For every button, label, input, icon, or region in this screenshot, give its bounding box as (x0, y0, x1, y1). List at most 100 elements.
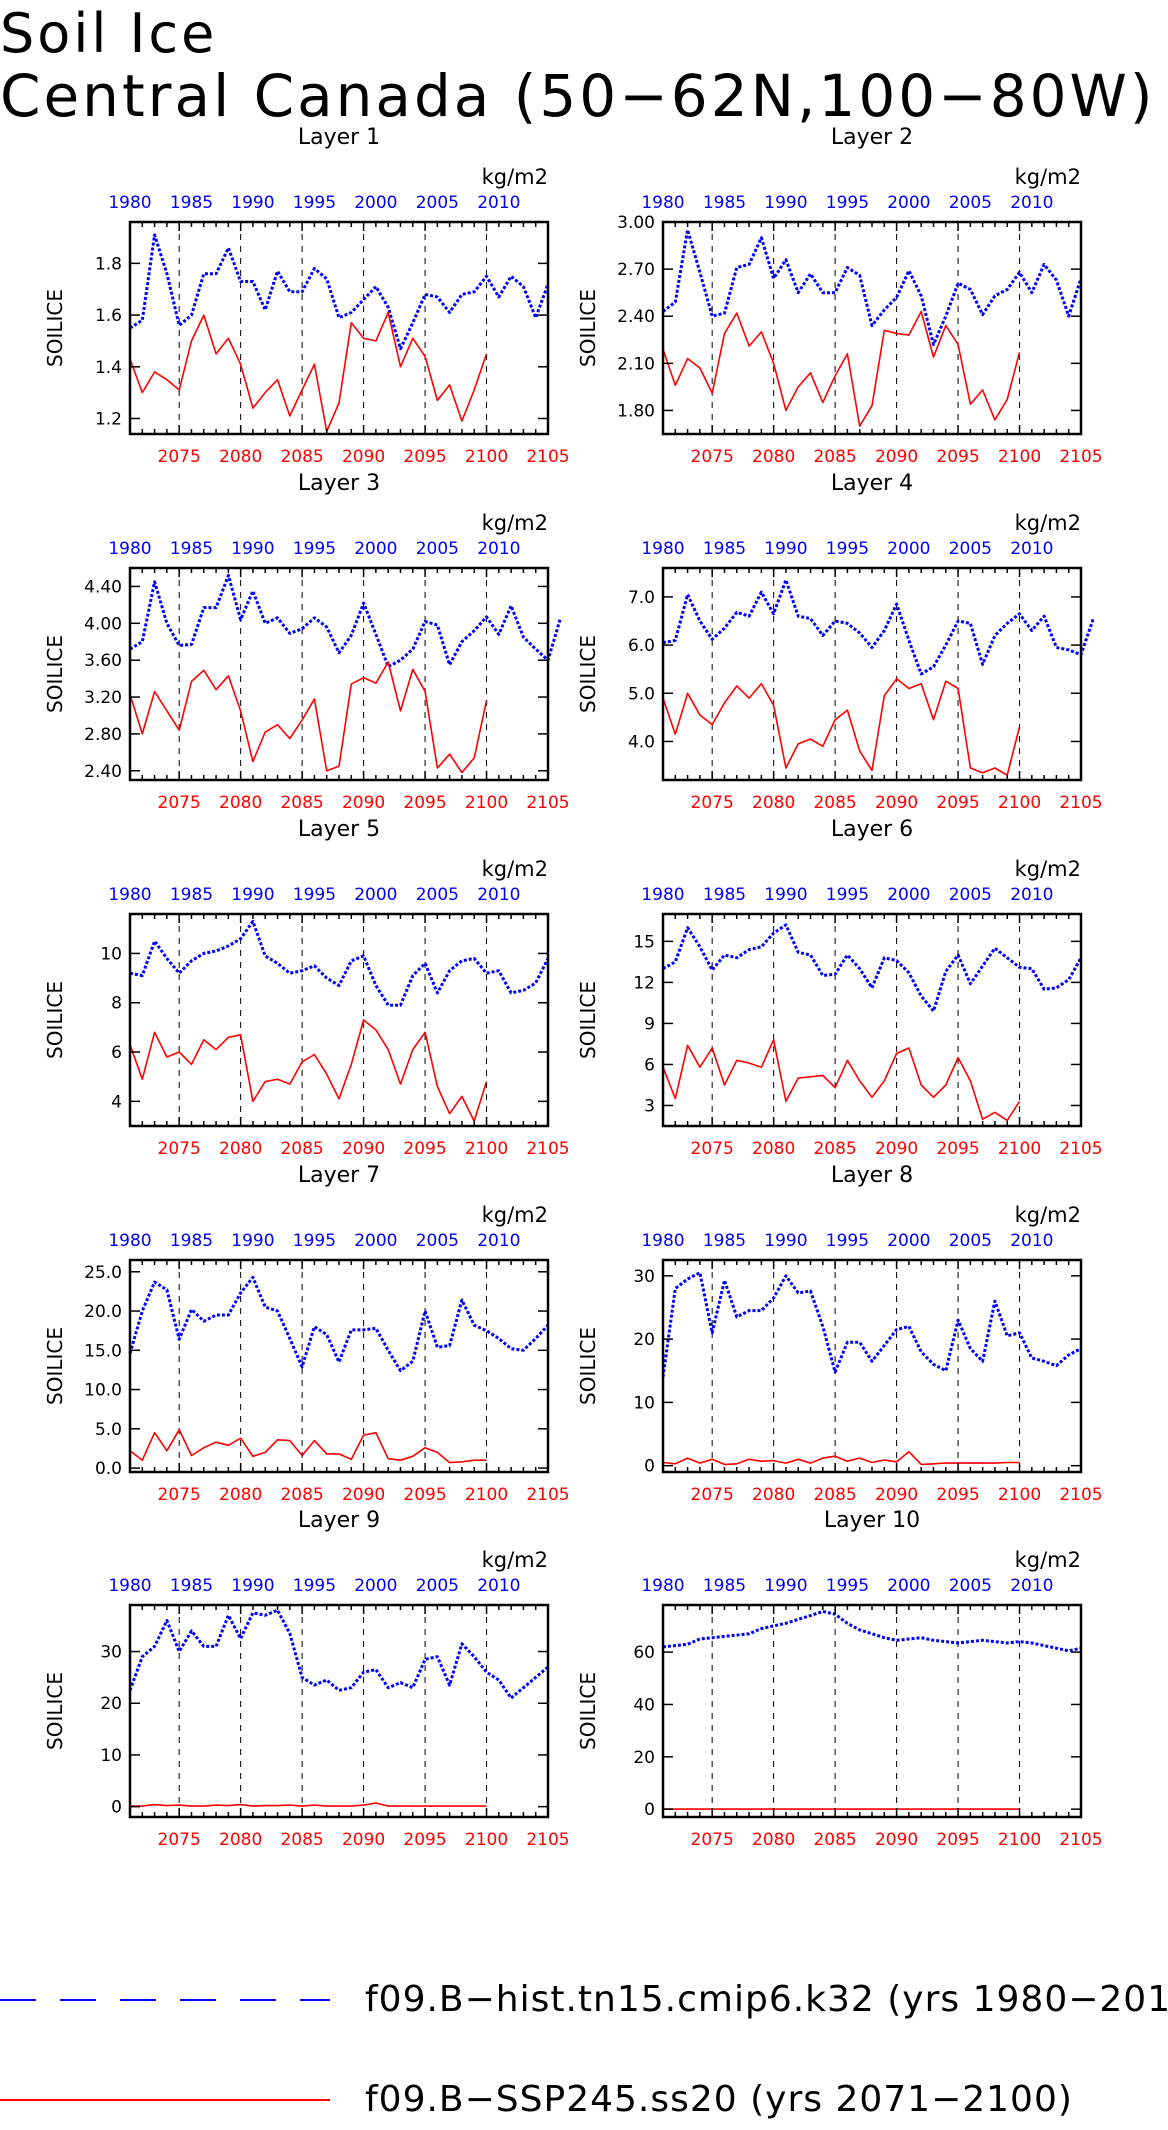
series-line-ssp (129, 661, 488, 774)
x-bottom-tick-label: 2075 (158, 793, 201, 813)
x-bottom-tick-label: 2095 (936, 1830, 979, 1850)
series-line-ssp (129, 311, 488, 433)
x-bottom-tick-label: 2105 (526, 1485, 569, 1505)
x-bottom-tick-label: 2080 (219, 1139, 262, 1159)
chart-panel: Layer 2 kg/m2 2075 2080 2085 2090 2095 2100 2105… (576, 125, 1103, 467)
x-top-tick-label: 1980 (108, 193, 151, 213)
series-line-hist (661, 1271, 1082, 1378)
plot-frame (128, 912, 550, 1128)
x-bottom-tick-label: 2075 (691, 793, 734, 813)
x-bottom-tick-label: 2105 (1059, 1485, 1102, 1505)
legend-label-hist: f09.B−hist.tn15.cmip6.k32 (yrs 1980−2014… (365, 1979, 1168, 2020)
plot-frame (661, 566, 1083, 782)
x-bottom-tick-label: 2095 (936, 447, 979, 467)
x-bottom-tick-label: 2095 (403, 1485, 446, 1505)
x-bottom-tick-label: 2100 (465, 1830, 508, 1850)
x-top-tick-label: 2000 (887, 885, 930, 905)
x-top-tick-label: 1995 (826, 1231, 869, 1251)
y-tick-label: 20 (633, 1330, 655, 1350)
series-line-hist (662, 1610, 1082, 1653)
chart-panel: Layer 3 kg/m2 2075 2080 2085 2090 2095 2100 2105… (43, 471, 570, 813)
y-tick-label: 3 (644, 1096, 655, 1116)
legend-entry-ssp: f09.B−SSP245.ss20 (yrs 2071−2100) (0, 2070, 1168, 2130)
x-top-tick-label: 2000 (887, 1576, 930, 1596)
units-label: kg/m2 (1015, 1548, 1081, 1572)
panel-title: Layer 3 (298, 471, 380, 496)
y-axis-label: SOILICE (43, 1672, 67, 1750)
series-line-ssp (130, 1802, 487, 1807)
x-bottom-tick-label: 2075 (158, 1485, 201, 1505)
x-top-tick-label: 2010 (1010, 193, 1053, 213)
x-bottom-tick-label: 2085 (280, 1830, 323, 1850)
x-top-tick-label: 1995 (826, 1576, 869, 1596)
y-tick-label: 2.80 (84, 725, 122, 745)
y-tick-label: 1.2 (95, 409, 122, 429)
x-top-tick-label: 1995 (293, 1231, 336, 1251)
x-top-tick-label: 2010 (477, 539, 520, 559)
x-top-tick-label: 2005 (949, 539, 992, 559)
y-tick-label: 0 (111, 1798, 122, 1818)
x-bottom-tick-label: 2080 (752, 1139, 795, 1159)
x-bottom-tick-label: 2105 (526, 1139, 569, 1159)
plot-frame (128, 1603, 550, 1819)
y-tick-label: 10.0 (84, 1381, 122, 1401)
units-label: kg/m2 (1015, 511, 1081, 535)
x-top-tick-label: 1995 (293, 885, 336, 905)
x-bottom-tick-label: 2090 (875, 447, 918, 467)
series-line-ssp (662, 677, 1021, 777)
x-bottom-tick-label: 2085 (813, 447, 856, 467)
x-bottom-tick-label: 2100 (465, 1139, 508, 1159)
x-top-tick-label: 1995 (826, 539, 869, 559)
y-tick-label: 15.0 (84, 1341, 122, 1361)
y-tick-label: 2.10 (617, 354, 655, 374)
x-bottom-tick-label: 2085 (280, 1485, 323, 1505)
x-bottom-tick-label: 2100 (998, 1830, 1041, 1850)
y-tick-label: 60 (633, 1643, 655, 1663)
series-line-ssp (662, 1450, 1020, 1466)
x-bottom-tick-label: 2080 (219, 793, 262, 813)
x-top-tick-label: 1985 (703, 885, 746, 905)
x-bottom-tick-label: 2080 (219, 1485, 262, 1505)
panel-title: Layer 8 (831, 1163, 913, 1188)
x-bottom-tick-label: 2090 (875, 1485, 918, 1505)
units-label: kg/m2 (482, 857, 548, 881)
x-bottom-tick-label: 2100 (465, 793, 508, 813)
y-tick-label: 30 (633, 1267, 655, 1287)
y-tick-label: 10 (633, 1393, 655, 1413)
y-tick-label: 1.80 (617, 401, 655, 421)
x-bottom-tick-label: 2090 (875, 793, 918, 813)
x-bottom-tick-label: 2100 (998, 1485, 1041, 1505)
y-tick-label: 20 (633, 1748, 655, 1768)
y-tick-label: 8 (111, 994, 122, 1014)
legend-swatch-ssp (0, 2099, 330, 2101)
x-top-tick-label: 2000 (354, 539, 397, 559)
x-bottom-tick-label: 2100 (998, 1139, 1041, 1159)
x-bottom-tick-label: 2080 (219, 447, 262, 467)
x-top-tick-label: 2005 (416, 539, 459, 559)
x-top-tick-label: 1995 (293, 539, 336, 559)
x-top-tick-label: 1985 (170, 1231, 213, 1251)
y-tick-label: 30 (100, 1643, 122, 1663)
x-top-tick-label: 1995 (826, 193, 869, 213)
x-bottom-tick-label: 2100 (998, 793, 1041, 813)
x-top-tick-label: 1985 (170, 1576, 213, 1596)
x-bottom-tick-label: 2080 (752, 447, 795, 467)
x-top-tick-label: 1990 (764, 193, 807, 213)
panel-title: Layer 4 (831, 471, 913, 496)
x-bottom-tick-label: 2085 (813, 1485, 856, 1505)
x-bottom-tick-label: 2080 (752, 793, 795, 813)
y-tick-label: 3.20 (84, 688, 122, 708)
x-top-tick-label: 1985 (703, 539, 746, 559)
x-top-tick-label: 1990 (231, 1576, 274, 1596)
x-top-tick-label: 1980 (641, 539, 684, 559)
x-top-tick-label: 2005 (949, 1231, 992, 1251)
units-label: kg/m2 (1015, 857, 1081, 881)
y-axis-label: SOILICE (576, 289, 600, 367)
series-line-hist (129, 233, 550, 351)
units-label: kg/m2 (1015, 1203, 1081, 1227)
x-bottom-tick-label: 2075 (691, 1485, 734, 1505)
y-tick-label: 2.40 (617, 307, 655, 327)
page-title-line-2: Central Canada (50−62N,100−80W) (0, 62, 1156, 130)
y-tick-label: 40 (633, 1695, 655, 1715)
y-tick-label: 1.6 (95, 306, 122, 326)
